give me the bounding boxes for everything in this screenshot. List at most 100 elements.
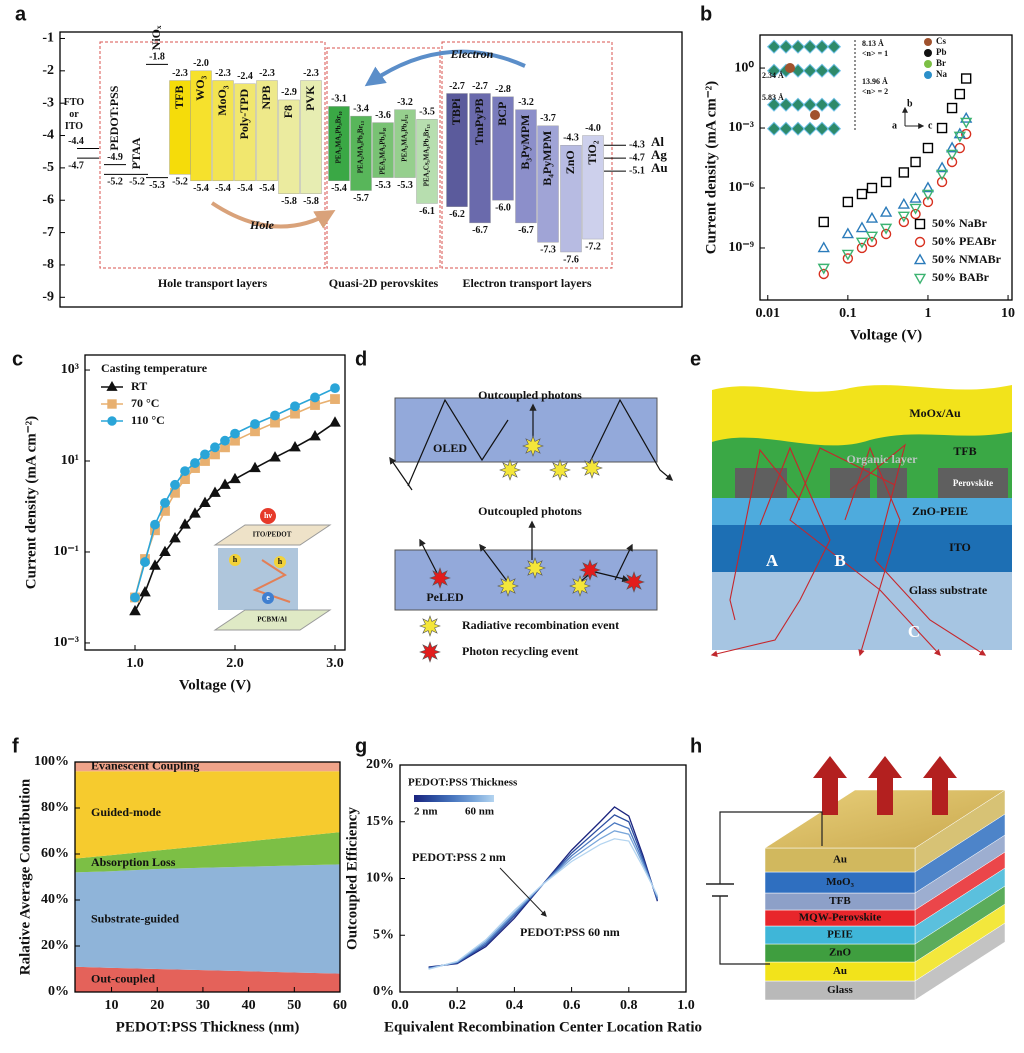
- inset-label: ITO/PEDOT: [253, 531, 292, 539]
- level-label: -5.2: [172, 177, 188, 188]
- marker: [910, 156, 921, 168]
- marker: [865, 211, 879, 223]
- material-name: TmPyPB: [472, 98, 486, 145]
- perovskite-grain: [938, 468, 1008, 498]
- label: Outcoupled photons: [478, 504, 582, 518]
- material-name: or: [69, 109, 79, 120]
- level-label: -4.3: [629, 140, 645, 151]
- marker: [855, 237, 869, 249]
- area-label: Substrate-guided: [91, 911, 179, 925]
- label: MoOx/Au: [909, 406, 961, 420]
- level-label: -7.6: [563, 254, 579, 265]
- oled-slab: [394, 397, 658, 463]
- level-label: -2.9: [281, 87, 297, 98]
- x-tick-label: 40: [242, 998, 256, 1013]
- marker: [935, 161, 949, 173]
- material-name: PEA₂MA₂Pb₃I₁₀: [379, 128, 387, 175]
- energy-bar: [469, 93, 491, 224]
- label: TFB: [953, 444, 976, 458]
- area: [75, 762, 340, 772]
- group-label: Electron transport layers: [462, 276, 591, 290]
- inset-label: PCBM/Al: [257, 616, 287, 624]
- marker: [910, 208, 921, 220]
- x-tick-label: 0.2: [448, 998, 466, 1013]
- marker: [330, 394, 340, 404]
- y-axis-label: Current density (mA cm⁻²): [703, 81, 719, 254]
- y-tick-label: 15%: [366, 814, 394, 829]
- marker: [866, 236, 878, 248]
- marker: [914, 236, 926, 248]
- label: A: [766, 551, 779, 570]
- y-tick-label: 10¹: [61, 453, 79, 468]
- lattice: [790, 121, 806, 136]
- x-axis-label: Voltage (V): [179, 677, 251, 693]
- material-name: F8: [281, 105, 295, 118]
- level-label: -5.4: [193, 183, 209, 194]
- annotation-arrow: [499, 867, 547, 917]
- level-label: -6.0: [495, 203, 511, 214]
- area-label: Absorption Loss: [91, 855, 176, 869]
- energy-bar: [278, 99, 300, 194]
- wire: [719, 896, 770, 965]
- series-line: [134, 398, 336, 598]
- marker: [898, 167, 910, 178]
- lattice: [814, 39, 830, 54]
- lattice: [778, 39, 794, 54]
- series-line: [428, 806, 659, 968]
- y-tick-label: 10⁻⁹: [728, 240, 754, 255]
- level-label: -2.7: [449, 81, 465, 92]
- marker: [129, 604, 141, 616]
- marker: [935, 169, 949, 181]
- device-stack: Glass Au ZnO PEIE MQW-Perovskite TFB MoO₃ Au: [764, 756, 1006, 1001]
- inset-layer: [213, 609, 332, 631]
- marker: [210, 442, 220, 453]
- marker: [230, 428, 240, 439]
- marker: [139, 586, 151, 597]
- level-label: -7.3: [540, 245, 556, 256]
- marker: [219, 478, 231, 489]
- x-tick-label: 1.0: [126, 656, 144, 671]
- lattice: [802, 121, 818, 136]
- electrode-name: Al: [651, 134, 664, 149]
- material-name: B₃PyMPM: [518, 115, 532, 170]
- energy-bar: [190, 70, 212, 182]
- level-label: -4.3: [563, 133, 579, 144]
- lattice: [778, 121, 794, 136]
- marker: [897, 197, 910, 209]
- moox-layer: [712, 385, 1012, 446]
- y-tick-label: 10⁻⁶: [728, 180, 754, 195]
- marker: [220, 435, 230, 446]
- label: C: [908, 622, 920, 641]
- marker: [865, 231, 879, 243]
- electrode-name: Au: [651, 160, 668, 175]
- x-tick-label: 1: [924, 306, 931, 321]
- energy-bar: [212, 80, 234, 182]
- marker: [309, 430, 321, 441]
- lattice: [826, 97, 842, 112]
- marker: [856, 242, 868, 254]
- level-label: -2.0: [193, 58, 209, 69]
- lattice: [802, 97, 818, 112]
- material-name: ITO: [65, 121, 83, 132]
- x-tick-label: 10: [1001, 306, 1015, 321]
- electrode-name: Ag: [651, 147, 667, 162]
- panel-letter: g: [355, 735, 367, 757]
- level-label: -5.4: [259, 183, 275, 194]
- ray: [407, 398, 509, 487]
- inset-label: 2.34 Å: [762, 71, 784, 80]
- legend-text: Photon recycling event: [462, 644, 578, 658]
- marker: [199, 496, 211, 507]
- legend-label: 50% PEABr: [932, 234, 997, 248]
- label: OLED: [433, 441, 467, 455]
- group-box: [99, 41, 326, 269]
- marker: [270, 410, 280, 421]
- level-label: -4.7: [68, 160, 84, 171]
- level-label: -3.4: [353, 103, 369, 114]
- y-tick-label: 0%: [48, 984, 69, 999]
- y-tick-label: 20%: [41, 938, 69, 953]
- panel-h: h Glass Au ZnO PEIE MQW-Perovskite TFB MoO₃ Au: [690, 735, 1006, 1001]
- y-tick-label: -4: [42, 128, 54, 143]
- level-label: -2.4: [237, 71, 253, 82]
